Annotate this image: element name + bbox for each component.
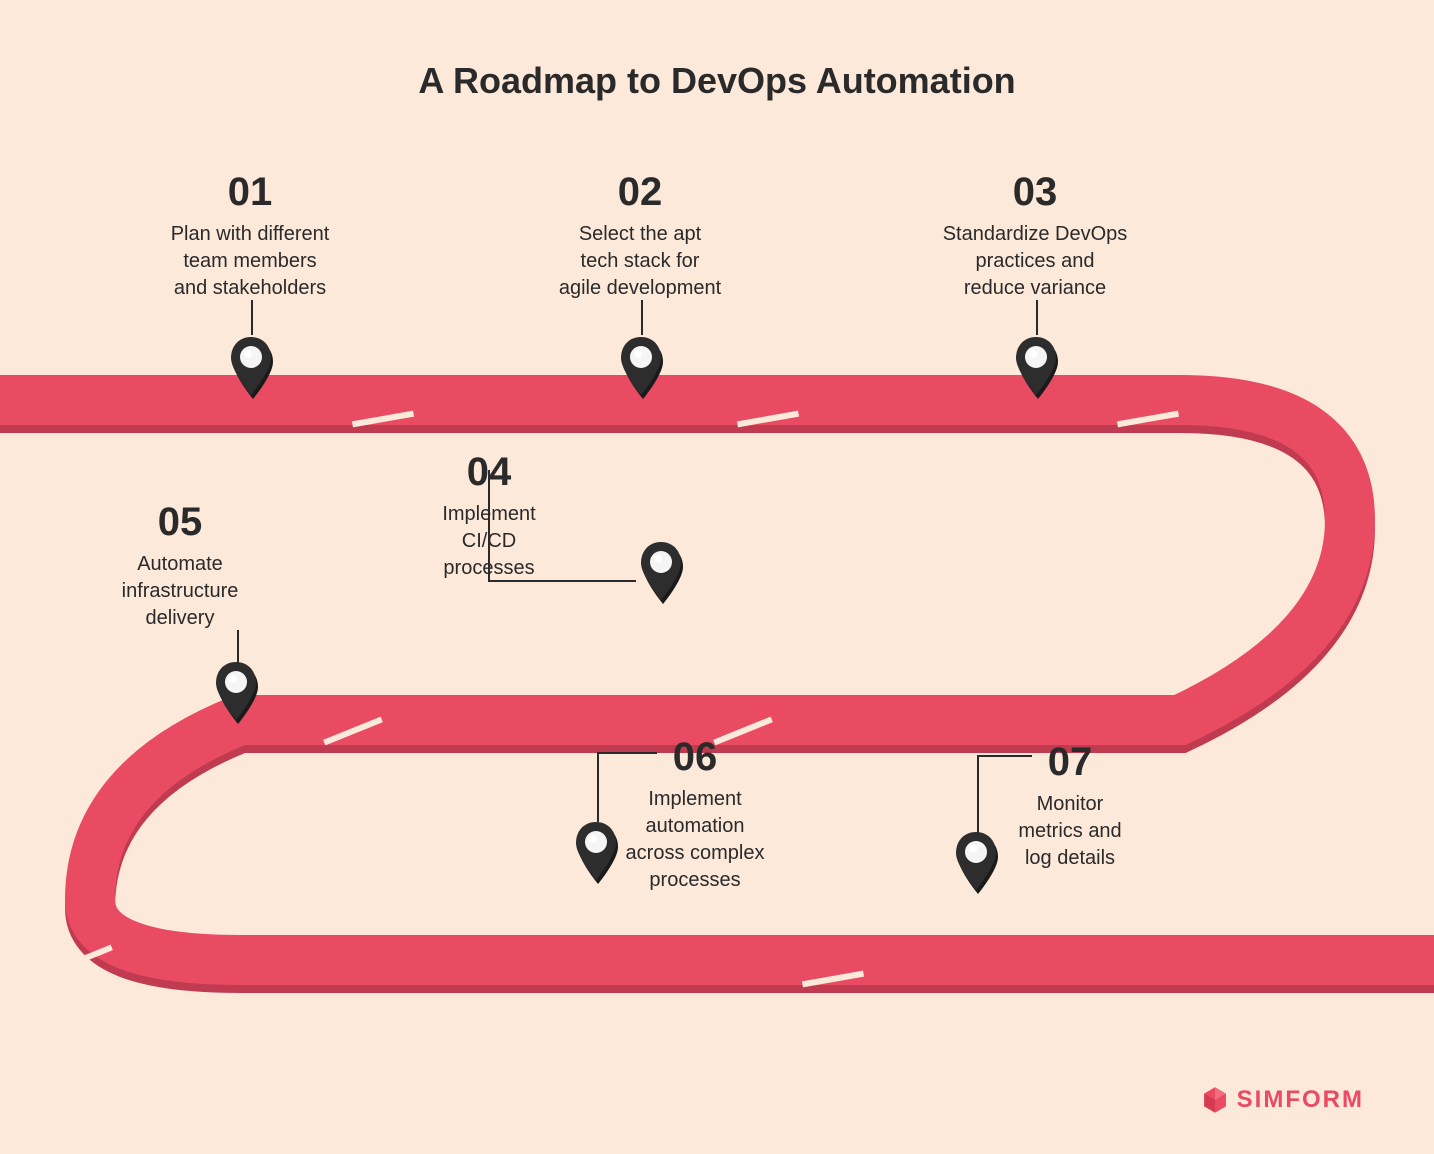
step-01: 01 Plan with differentteam membersand sta… <box>140 170 360 302</box>
leader-line <box>488 470 490 580</box>
step-07: 07 Monitormetrics andlog details <box>995 740 1145 872</box>
step-description: Monitormetrics andlog details <box>995 791 1145 872</box>
step-description: Standardize DevOpspractices andreduce va… <box>920 221 1150 302</box>
step-number: 05 <box>100 500 260 545</box>
page-title: A Roadmap to DevOps Automation <box>0 60 1434 102</box>
leader-line <box>1036 300 1038 335</box>
step-number: 03 <box>920 170 1150 215</box>
logo-text: SIMFORM <box>1237 1086 1364 1114</box>
step-description: Implementautomationacross complexprocess… <box>605 786 785 894</box>
map-pin-icon <box>635 540 687 608</box>
logo-icon <box>1201 1086 1229 1114</box>
map-pin-icon <box>225 335 277 403</box>
leader-line <box>977 755 979 833</box>
map-pin-icon <box>1010 335 1062 403</box>
map-pin-icon <box>950 830 1002 898</box>
step-description: Select the apttech stack foragile develo… <box>540 221 740 302</box>
step-03: 03 Standardize DevOpspractices andreduce … <box>920 170 1150 302</box>
brand-logo: SIMFORM <box>1201 1086 1364 1114</box>
leader-line <box>488 580 636 582</box>
step-06: 06 Implementautomationacross complexproce… <box>605 735 785 894</box>
leader-line <box>641 300 643 335</box>
step-description: Plan with differentteam membersand stake… <box>140 221 360 302</box>
map-pin-icon <box>570 820 622 888</box>
step-number: 02 <box>540 170 740 215</box>
map-pin-icon <box>210 660 262 728</box>
step-number: 06 <box>605 735 785 780</box>
leader-line <box>597 752 599 822</box>
step-05: 05 Automateinfrastructuredelivery <box>100 500 260 632</box>
map-pin-icon <box>615 335 667 403</box>
step-number: 07 <box>995 740 1145 785</box>
leader-line <box>977 755 1032 757</box>
step-description: Automateinfrastructuredelivery <box>100 551 260 632</box>
step-02: 02 Select the apttech stack foragile deve… <box>540 170 740 302</box>
leader-line <box>597 752 657 754</box>
leader-line <box>251 300 253 335</box>
step-number: 01 <box>140 170 360 215</box>
